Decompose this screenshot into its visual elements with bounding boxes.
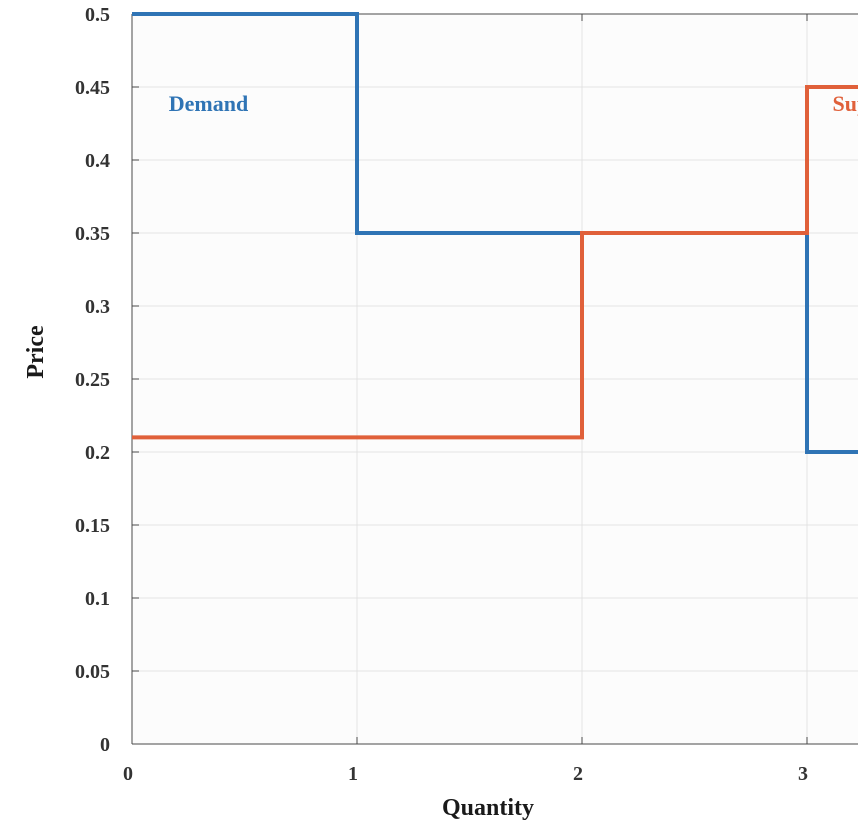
y-tick-label: 0.25 [75,369,110,391]
y-tick-label: 0.45 [75,77,110,99]
x-tick-labels: 01234 [123,763,808,785]
x-tick-label: 1 [348,763,358,785]
y-tick-label: 0.05 [75,661,110,683]
x-axis-title: Quantity [442,795,534,821]
annotation-supply: Supply [833,91,858,116]
y-axis-title: Price [23,325,49,379]
y-tick-label: 0.5 [85,4,110,26]
y-tick-label: 0.35 [75,223,110,245]
x-tick-label: 0 [123,763,133,785]
y-tick-label: 0.3 [85,296,110,318]
y-tick-label: 0.15 [75,515,110,537]
y-tick-labels: 0 0.05 0.1 0.15 0.2 0.25 0.3 0.35 0.4 0.45 0.5 [75,4,110,756]
y-tick-label: 0.1 [85,588,110,610]
y-tick-label: 0.2 [85,442,110,464]
series-line-supply [132,85,858,440]
x-tick-label: 2 [573,763,583,785]
y-tick-label: 0.4 [85,150,110,172]
series-annotations: Demand Supply [169,91,858,116]
annotation-demand: Demand [169,91,248,116]
x-tick-label: 3 [798,763,808,785]
plot-frame [131,13,858,745]
y-tick-label: 0 [100,734,110,756]
series-lines [132,12,858,454]
